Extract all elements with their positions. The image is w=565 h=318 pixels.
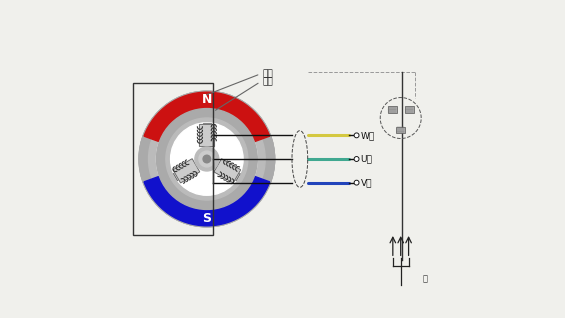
Bar [133,83,213,235]
Circle shape [148,100,266,218]
Circle shape [171,123,243,195]
Circle shape [354,133,359,138]
Text: 负: 负 [423,274,428,283]
Polygon shape [173,159,199,183]
Polygon shape [199,124,214,146]
Polygon shape [173,163,195,181]
Polygon shape [219,163,240,181]
Circle shape [355,134,358,137]
Circle shape [199,151,215,167]
Bar [405,107,414,113]
Circle shape [195,147,219,171]
Circle shape [157,108,257,210]
Circle shape [139,91,275,227]
Circle shape [139,91,275,227]
Circle shape [139,91,275,227]
Circle shape [355,158,358,160]
Wedge shape [144,92,270,142]
Circle shape [157,108,257,210]
Text: U相: U相 [360,155,372,163]
Bar [396,127,405,133]
Polygon shape [214,159,241,183]
Text: 定子: 定子 [262,77,273,86]
Circle shape [354,180,359,185]
Text: N: N [202,93,212,106]
Circle shape [355,181,358,184]
Text: V相: V相 [360,178,372,187]
Circle shape [166,118,248,200]
Text: W相: W相 [360,131,375,140]
Wedge shape [144,176,270,226]
Text: 转子: 转子 [262,69,273,79]
Polygon shape [203,123,211,143]
Text: S: S [202,212,211,225]
Circle shape [203,155,211,163]
Circle shape [140,92,273,226]
Bar [388,107,397,113]
Circle shape [354,157,359,161]
Circle shape [149,101,265,217]
